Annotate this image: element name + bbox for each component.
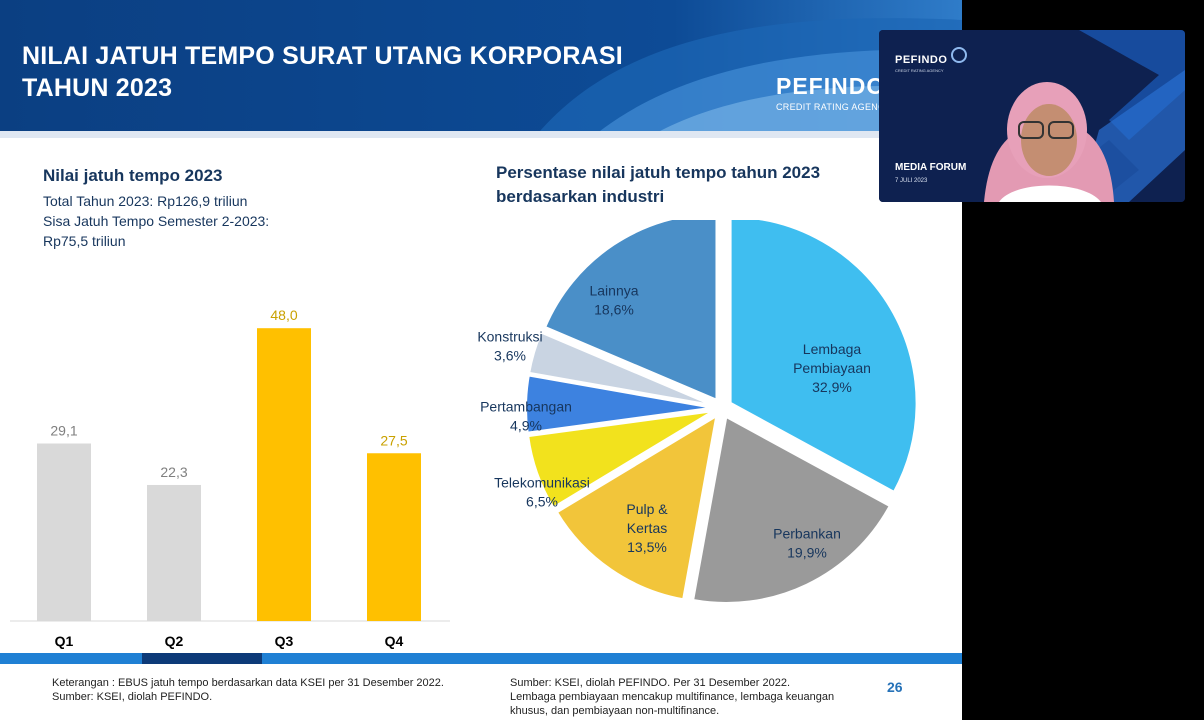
bar-q4 xyxy=(367,453,421,621)
footer-left-line1: Keterangan : EBUS jatuh tempo berdasarka… xyxy=(52,677,444,689)
pie-label: 19,9% xyxy=(787,545,827,561)
pie-label: Konstruksi xyxy=(477,329,542,345)
bar-value-label: 27,5 xyxy=(380,432,407,448)
slide-title: NILAI JATUH TEMPO SURAT UTANG KORPORASI … xyxy=(22,40,623,104)
pie-label: 6,5% xyxy=(526,494,558,510)
bar-chart-title: Nilai jatuh tempo 2023 xyxy=(43,166,223,185)
webcam-event-date: 7 JULI 2023 xyxy=(895,178,928,184)
bar-value-label: 29,1 xyxy=(50,422,77,438)
pie-label: Pertambangan xyxy=(480,399,572,415)
banner-background xyxy=(0,0,962,131)
pie-label: Pembiayaan xyxy=(793,360,871,376)
pie-chart: Lembaga Pembiayaan 32,9% Perbankan 19,9% Pulp… xyxy=(477,220,918,605)
pie-slice-perbankan xyxy=(691,415,892,605)
pie-title-line1: Persentase nilai jatuh tempo tahun 2023 xyxy=(496,163,821,182)
banner-divider xyxy=(0,131,962,138)
bar-category-label: Q2 xyxy=(165,633,184,649)
footer-left-note: Keterangan : EBUS jatuh tempo berdasarka… xyxy=(52,676,444,704)
bar-q2 xyxy=(147,484,201,621)
pie-label: Lembaga xyxy=(803,341,862,357)
pie-title-line2: berdasarkan industri xyxy=(496,187,665,206)
webcam-brand-sub: CREDIT RATING AGENCY xyxy=(895,68,944,73)
pie-slice-konstruksi xyxy=(528,331,713,407)
total-text: Total Tahun 2023: Rp126,9 triliun xyxy=(43,193,248,209)
pie-chart-title: Persentase nilai jatuh tempo tahun 2023 … xyxy=(496,161,876,209)
bar-category-label: Q3 xyxy=(275,633,294,649)
bar-value-label: 48,0 xyxy=(270,307,297,323)
remaining-value-text: Rp75,5 triliun xyxy=(43,233,126,249)
pie-label: 32,9% xyxy=(812,379,852,395)
page-number: 26 xyxy=(887,679,903,695)
pie-slice-pertambangan xyxy=(525,374,713,434)
pie-label: Pulp & xyxy=(626,501,668,517)
pie-label: Kertas xyxy=(627,520,667,536)
presentation-slide: NILAI JATUH TEMPO SURAT UTANG KORPORASI … xyxy=(0,0,962,720)
pie-slice-lainnya xyxy=(543,220,718,402)
bar-category-label: Q1 xyxy=(55,633,74,649)
footer-bar-accent xyxy=(142,653,262,664)
brand-logo-text: PEFINDO xyxy=(776,73,886,99)
footer-left-line2: Sumber: KSEI, diolah PEFINDO. xyxy=(52,691,213,703)
title-banner: NILAI JATUH TEMPO SURAT UTANG KORPORASI … xyxy=(0,0,962,131)
pie-label: Telekomunikasi xyxy=(494,475,590,491)
pie-label: 13,5% xyxy=(627,539,667,555)
pie-label: Perbankan xyxy=(773,526,841,542)
webcam-event-title: MEDIA FORUM xyxy=(895,162,967,173)
slide-title-line1: NILAI JATUH TEMPO SURAT UTANG KORPORASI xyxy=(22,42,623,70)
webcam-brand: PEFINDO xyxy=(895,54,948,66)
footer-right-note: Sumber: KSEI, diolah PEFINDO. Per 31 Des… xyxy=(510,676,834,718)
footer-right-line2: Lembaga pembiayaan mencakup multifinance… xyxy=(510,691,835,703)
bar-q3 xyxy=(257,328,311,621)
pie-label: 4,9% xyxy=(510,418,542,434)
slide-title-line2: TAHUN 2023 xyxy=(22,74,173,102)
pie-label: 3,6% xyxy=(494,348,526,364)
pefindo-logo-icon xyxy=(951,47,967,63)
webcam-overlay: PEFINDO CREDIT RATING AGENCY MEDIA FORUM… xyxy=(879,30,1185,202)
presenter-avatar xyxy=(984,82,1114,202)
pie-slice-lembaga-pembiayaan xyxy=(729,220,918,494)
footer-right-line3: khusus, dan pembiayaan non-multifinance. xyxy=(510,705,720,717)
bar-category-label: Q4 xyxy=(385,633,404,649)
remaining-text: Sisa Jatuh Tempo Semester 2-2023: xyxy=(43,213,270,229)
brand-subtitle: CREDIT RATING AGENCY xyxy=(776,102,892,112)
bar-chart: 29,1 Q1 22,3 Q2 48,0 Q3 27,5 Q4 xyxy=(10,307,450,649)
pie-slice-pulp-kertas xyxy=(555,414,718,601)
footer-right-line1: Sumber: KSEI, diolah PEFINDO. Per 31 Des… xyxy=(510,677,791,689)
bar-value-label: 22,3 xyxy=(160,464,187,480)
footer-bar xyxy=(0,653,962,664)
pie-label: Lainnya xyxy=(589,283,638,299)
webcam-background xyxy=(879,30,1185,202)
bar-q1 xyxy=(37,443,91,621)
pie-label: 18,6% xyxy=(594,302,634,318)
pie-slice-telekomunikasi xyxy=(527,410,714,509)
